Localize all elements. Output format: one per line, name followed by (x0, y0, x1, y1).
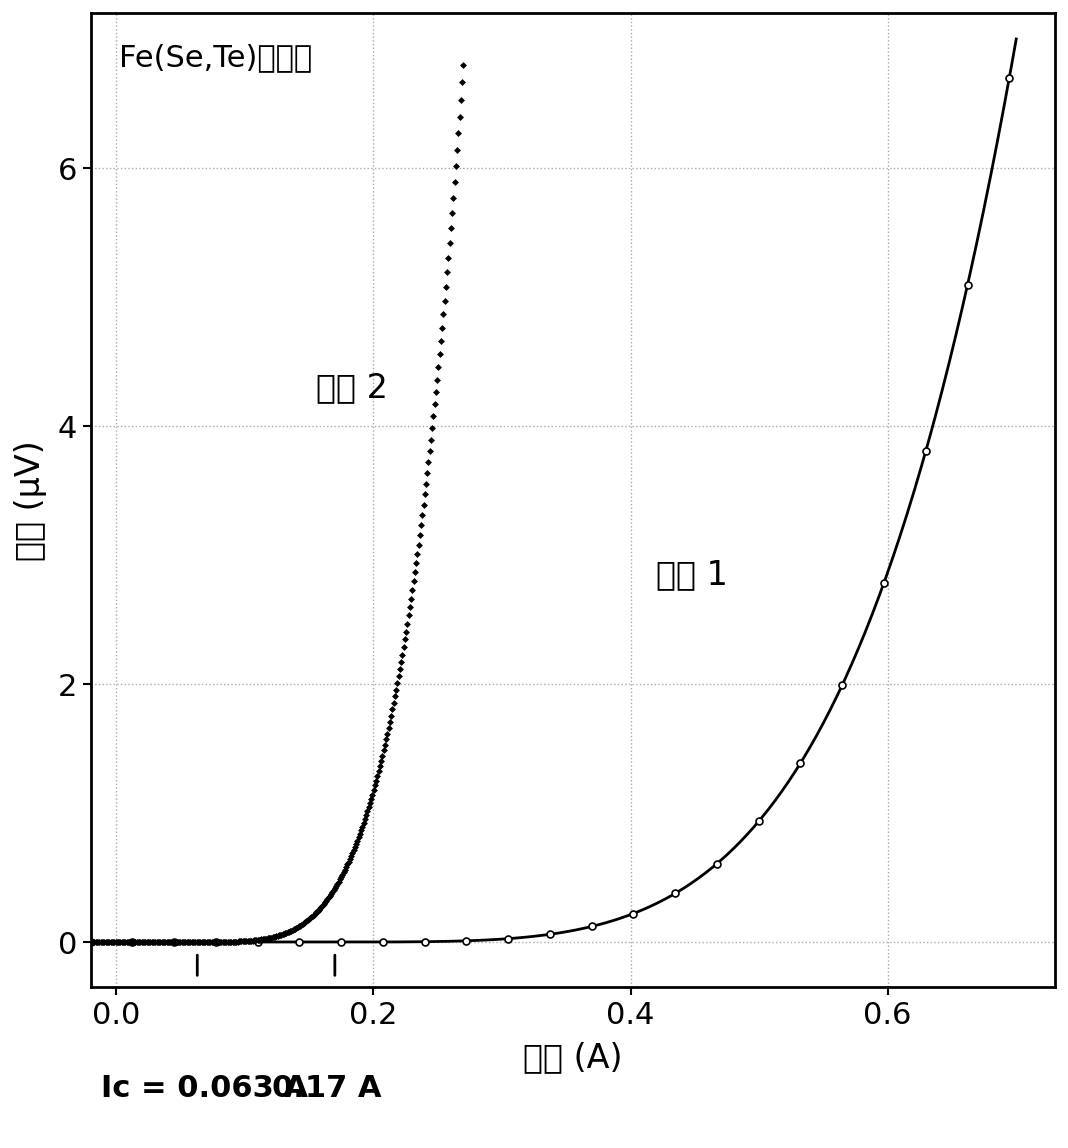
Text: 试样 2: 试样 2 (315, 371, 388, 404)
Text: 试样 1: 试样 1 (656, 558, 727, 591)
X-axis label: 电流 (A): 电流 (A) (522, 1040, 622, 1073)
Y-axis label: 电压 (μV): 电压 (μV) (14, 440, 47, 561)
Text: Ic = 0.063 A: Ic = 0.063 A (101, 1073, 308, 1102)
Text: Fe(Se,Te)金属丝: Fe(Se,Te)金属丝 (120, 44, 313, 72)
Text: 0.17 A: 0.17 A (272, 1073, 381, 1102)
